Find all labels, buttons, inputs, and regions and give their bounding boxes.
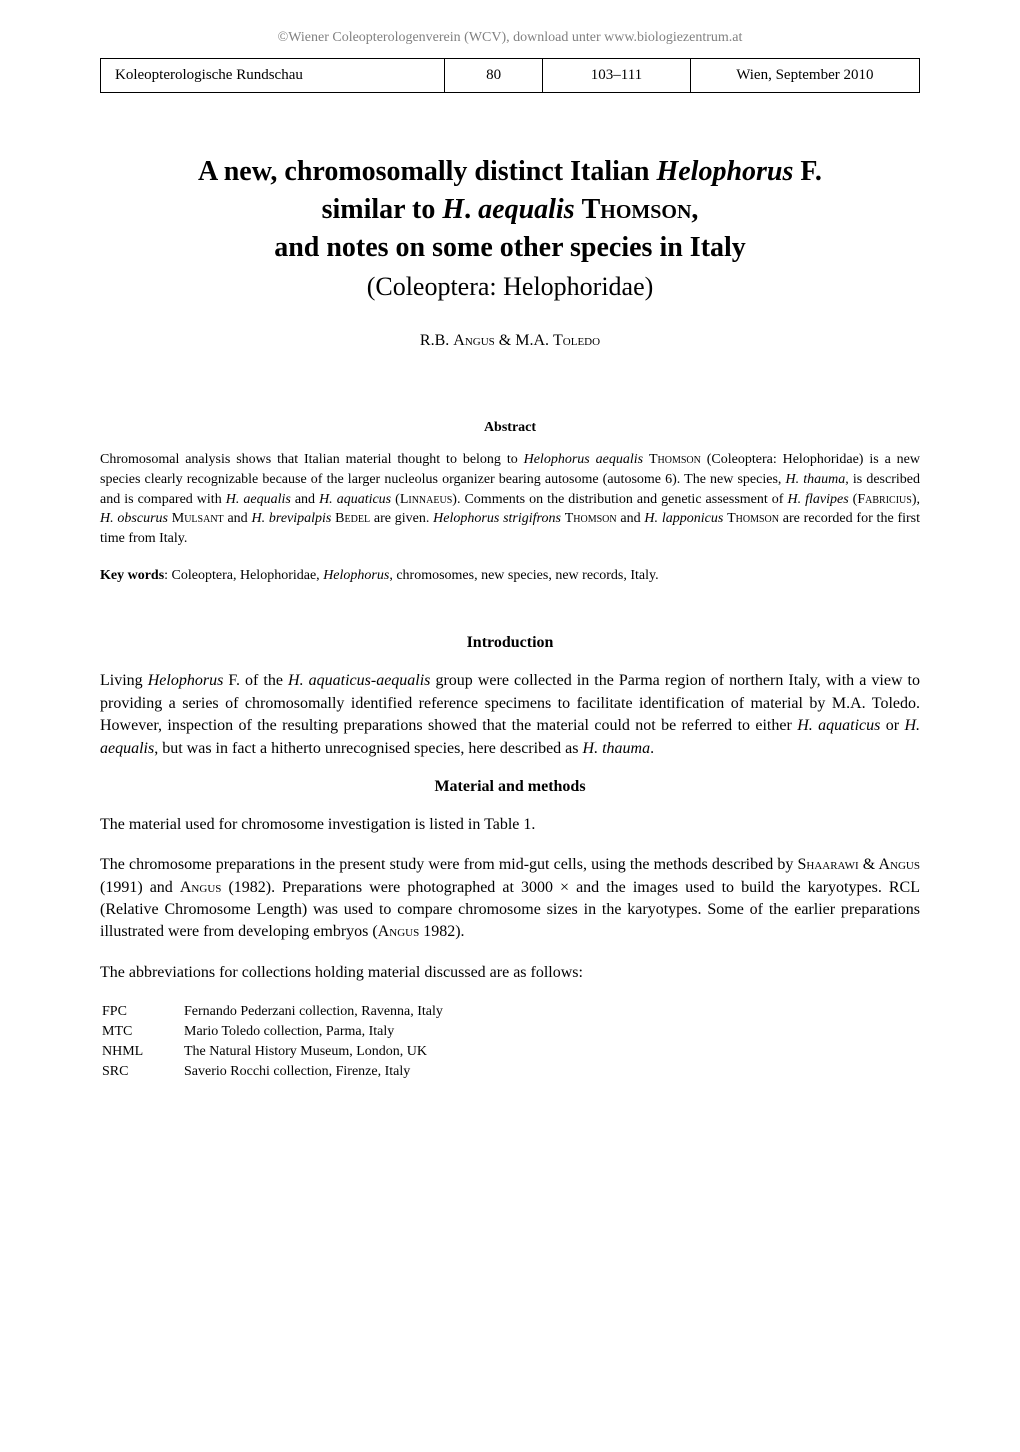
- title-species-name: aequalis: [478, 194, 574, 225]
- issue-cell: Wien, September 2010: [690, 59, 919, 93]
- table-row: NHML The Natural History Museum, London,…: [102, 1044, 443, 1062]
- article-subtitle: (Coleoptera: Helophoridae): [100, 272, 920, 302]
- copyright-note: ©Wiener Coleopterologenverein (WCV), dow…: [100, 30, 920, 46]
- authority-name: Thomson: [649, 452, 701, 467]
- table-row: SRC Saverio Rocchi collection, Firenze, …: [102, 1064, 443, 1082]
- taxon-name: Helophorus aequalis: [524, 452, 643, 467]
- abstract-text: and: [291, 492, 319, 507]
- citation-author: Angus: [180, 879, 222, 896]
- taxon-name: H. thauma: [786, 472, 846, 487]
- abstract-text: Chromosomal analysis shows that Italian …: [100, 452, 524, 467]
- keywords-label: Key words: [100, 568, 164, 583]
- title-authority: Thomson,: [582, 194, 699, 225]
- abbrev-code: FPC: [102, 1004, 182, 1022]
- taxon-name: H. thauma: [583, 740, 651, 757]
- body-text: , but was in fact a hitherto unrecognise…: [154, 740, 582, 757]
- pages-cell: 103–111: [543, 59, 690, 93]
- abbrev-code: MTC: [102, 1024, 182, 1042]
- authors-line: R.B. Angus & M.A. Toledo: [100, 332, 920, 350]
- taxon-name: H. lapponicus: [644, 511, 723, 526]
- article-title: A new, chromosomally distinct Italian He…: [100, 153, 920, 266]
- journal-name-cell: Koleopterologische Rundschau: [101, 59, 445, 93]
- abstract-text: ),: [912, 492, 920, 507]
- title-text: A new, chromosomally distinct Italian: [198, 156, 656, 187]
- methods-heading: Material and methods: [100, 778, 920, 796]
- title-text: F.: [793, 156, 822, 187]
- keywords-line: Key words: Coleoptera, Helophoridae, Hel…: [100, 568, 920, 584]
- authority-name: Mulsant: [172, 511, 224, 526]
- title-text: and notes on some other species in Italy: [274, 232, 746, 263]
- abstract-heading: Abstract: [100, 420, 920, 436]
- taxon-name: aequalis: [376, 672, 430, 689]
- body-text: F. of the: [223, 672, 288, 689]
- authority-name: Fabricius: [857, 492, 911, 507]
- author-initials: R.B.: [420, 332, 453, 349]
- body-text: or: [880, 717, 904, 734]
- author-surname: Toledo: [553, 332, 600, 349]
- journal-header-table: Koleopterologische Rundschau 80 103–111 …: [100, 58, 920, 93]
- title-text: [575, 194, 582, 225]
- authority-name: Linnaeus: [400, 492, 452, 507]
- title-text: similar to: [322, 194, 443, 225]
- body-text: (1991) and: [100, 879, 180, 896]
- body-text: 1982).: [419, 923, 464, 940]
- methods-paragraph: The material used for chromosome investi…: [100, 814, 920, 836]
- methods-paragraph: The abbreviations for collections holdin…: [100, 962, 920, 984]
- title-genus: Helophorus: [656, 156, 793, 187]
- author-surname: Angus: [453, 332, 495, 349]
- table-row: FPC Fernando Pederzani collection, Raven…: [102, 1004, 443, 1022]
- body-text: The chromosome preparations in the prese…: [100, 856, 797, 873]
- taxon-name: H. aquaticus: [797, 717, 880, 734]
- title-text: .: [464, 194, 478, 225]
- taxon-name: Helophorus strigifrons: [433, 511, 561, 526]
- authority-name: Thomson: [565, 511, 617, 526]
- abbrev-description: Mario Toledo collection, Parma, Italy: [184, 1024, 443, 1042]
- abstract-text: are given.: [370, 511, 433, 526]
- abbreviations-table: FPC Fernando Pederzani collection, Raven…: [100, 1002, 445, 1084]
- body-text: .: [650, 740, 654, 757]
- authority-name: Bedel: [335, 511, 370, 526]
- taxon-name: H. aquaticus: [288, 672, 371, 689]
- abstract-text: ). Comments on the distribution and gene…: [452, 492, 787, 507]
- body-text: Living: [100, 672, 148, 689]
- abbrev-description: The Natural History Museum, London, UK: [184, 1044, 443, 1062]
- citation-author: Angus: [378, 923, 420, 940]
- taxon-name: H. aequalis: [226, 492, 291, 507]
- abbrev-description: Saverio Rocchi collection, Firenze, Ital…: [184, 1064, 443, 1082]
- methods-paragraph: The chromosome preparations in the prese…: [100, 854, 920, 944]
- introduction-heading: Introduction: [100, 634, 920, 652]
- taxon-name: H. aquaticus: [319, 492, 391, 507]
- taxon-name: Helophorus: [323, 568, 389, 583]
- keywords-text: : Coleoptera, Helophoridae,: [164, 568, 323, 583]
- table-row: Koleopterologische Rundschau 80 103–111 …: [101, 59, 920, 93]
- title-species-abbr: H: [442, 194, 464, 225]
- taxon-name: H. brevipalpis: [251, 511, 331, 526]
- citation-author: Shaarawi & Angus: [797, 856, 920, 873]
- abstract-text: and: [617, 511, 645, 526]
- abbrev-code: NHML: [102, 1044, 182, 1062]
- introduction-paragraph: Living Helophorus F. of the H. aquaticus…: [100, 670, 920, 760]
- volume-cell: 80: [444, 59, 542, 93]
- taxon-name: H. obscurus: [100, 511, 168, 526]
- taxon-name: H. flavipes: [787, 492, 848, 507]
- abstract-text: (: [391, 492, 400, 507]
- authority-name: Thomson: [727, 511, 779, 526]
- abbrev-description: Fernando Pederzani collection, Ravenna, …: [184, 1004, 443, 1022]
- table-row: MTC Mario Toledo collection, Parma, Ital…: [102, 1024, 443, 1042]
- abstract-text: and: [224, 511, 252, 526]
- abbrev-code: SRC: [102, 1064, 182, 1082]
- abstract-paragraph: Chromosomal analysis shows that Italian …: [100, 450, 920, 548]
- keywords-text: , chromosomes, new species, new records,…: [389, 568, 658, 583]
- taxon-name: Helophorus: [148, 672, 224, 689]
- author-separator: & M.A.: [495, 332, 553, 349]
- body-text: (1982). Preparations were photographed a…: [100, 879, 920, 941]
